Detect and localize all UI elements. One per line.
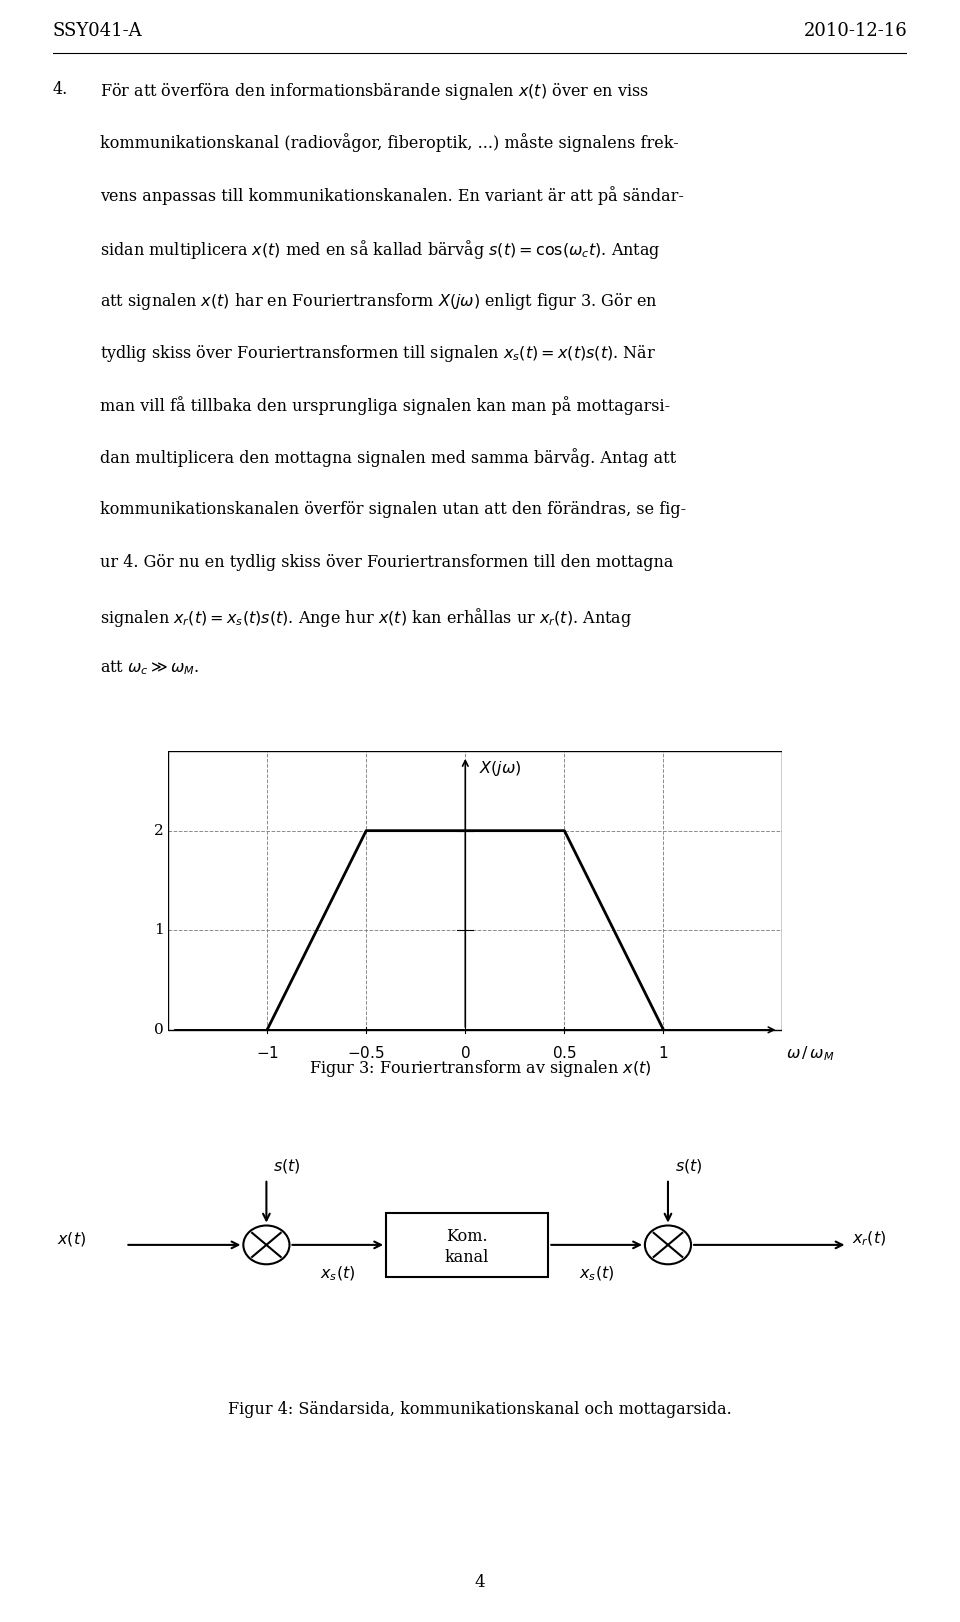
Text: sidan multiplicera $x(t)$ med en så kallad bärvåg $s(t) = \cos(\omega_c t)$. Ant: sidan multiplicera $x(t)$ med en så kall… [100,238,660,261]
Text: $0.5$: $0.5$ [552,1045,577,1061]
Text: kommunikationskanal (radiovågor, fiberoptik, ...) måste signalens frek-: kommunikationskanal (radiovågor, fiberop… [100,133,679,152]
Text: kanal: kanal [445,1249,490,1267]
Text: signalen $x_r(t) = x_s(t)s(t)$. Ange hur $x(t)$ kan erhållas ur $x_r(t)$. Antag: signalen $x_r(t) = x_s(t)s(t)$. Ange hur… [100,607,632,629]
Text: 4: 4 [474,1573,486,1591]
Text: 1: 1 [155,923,164,938]
Text: $s(t)$: $s(t)$ [675,1156,703,1176]
Text: $1$: $1$ [659,1045,668,1061]
Text: 2010-12-16: 2010-12-16 [804,21,907,39]
Text: $x_s(t)$: $x_s(t)$ [320,1265,355,1283]
Text: $s(t)$: $s(t)$ [274,1156,301,1176]
Text: $x(t)$: $x(t)$ [57,1229,86,1249]
Text: $X(j\omega)$: $X(j\omega)$ [479,759,522,779]
Text: $-0.5$: $-0.5$ [348,1045,385,1061]
Text: $\omega\,/\,\omega_M$: $\omega\,/\,\omega_M$ [786,1045,835,1064]
Text: att signalen $x(t)$ har en Fouriertransform $X(j\omega)$ enligt figur 3. Gör en: att signalen $x(t)$ har en Fouriertransf… [100,290,658,311]
Text: 2: 2 [155,824,164,837]
Text: $0$: $0$ [460,1045,470,1061]
Text: ur 4. Gör nu en tydlig skiss över Fouriertransformen till den mottagna: ur 4. Gör nu en tydlig skiss över Fourie… [100,553,673,571]
Text: 0: 0 [155,1023,164,1036]
Text: $x_s(t)$: $x_s(t)$ [579,1265,614,1283]
Text: $x_r(t)$: $x_r(t)$ [852,1229,886,1249]
Text: dan multiplicera den mottagna signalen med samma bärvåg. Antag att: dan multiplicera den mottagna signalen m… [100,449,676,467]
Bar [386,1213,548,1277]
Text: 4.: 4. [53,81,68,97]
Text: tydlig skiss över Fouriertransformen till signalen $x_s(t) = x(t)s(t)$. När: tydlig skiss över Fouriertransformen til… [100,344,656,365]
Text: att $\omega_c \gg \omega_M$.: att $\omega_c \gg \omega_M$. [100,659,200,678]
Text: Figur 3: Fouriertransform av signalen $x(t)$: Figur 3: Fouriertransform av signalen $x… [309,1059,651,1079]
Text: kommunikationskanalen överför signalen utan att den förändras, se fig-: kommunikationskanalen överför signalen u… [100,501,685,517]
Text: man vill få tillbaka den ursprungliga signalen kan man på mottagarsi-: man vill få tillbaka den ursprungliga si… [100,396,670,415]
Text: Figur 4: Sändarsida, kommunikationskanal och mottagarsida.: Figur 4: Sändarsida, kommunikationskanal… [228,1401,732,1418]
Text: Kom.: Kom. [446,1228,488,1244]
Text: För att överföra den informationsbärande signalen $x(t)$ över en viss: För att överföra den informationsbärande… [100,81,649,102]
Text: SSY041-A: SSY041-A [53,21,142,39]
Text: vens anpassas till kommunikationskanalen. En variant är att på sändar-: vens anpassas till kommunikationskanalen… [100,187,684,204]
Text: $-1$: $-1$ [255,1045,278,1061]
